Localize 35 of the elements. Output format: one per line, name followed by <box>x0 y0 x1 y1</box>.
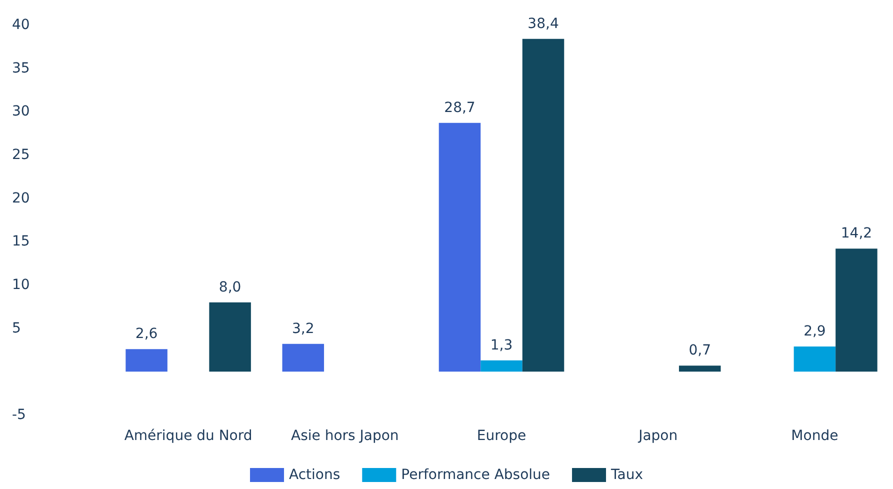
data-label: 14,2 <box>840 226 872 242</box>
data-label: 3,2 <box>292 320 314 337</box>
x-tick-label: Monde <box>791 428 838 444</box>
bar <box>282 344 324 372</box>
x-tick-label: Asie hors Japon <box>291 428 399 444</box>
data-label: 0,7 <box>688 342 711 359</box>
data-label: 38,4 <box>528 16 559 32</box>
y-tick-label: 5 <box>12 320 21 336</box>
y-tick-label: 25 <box>12 147 30 163</box>
data-label: 28,7 <box>444 100 476 116</box>
bar <box>438 122 481 372</box>
y-tick-label: 15 <box>12 234 30 250</box>
y-tick-label: 30 <box>12 104 30 120</box>
x-tick-label: Amérique du Nord <box>124 428 252 444</box>
legend-label: Actions <box>289 467 340 483</box>
legend-label: Taux <box>610 467 643 483</box>
y-tick-label: 10 <box>12 277 30 293</box>
data-label: 8,0 <box>218 279 242 296</box>
data-label: 2,6 <box>135 326 158 342</box>
data-label: 1,3 <box>490 337 513 354</box>
x-tick-label: Europe <box>476 428 526 444</box>
x-tick-label: Japon <box>638 428 678 444</box>
bar <box>836 248 878 372</box>
bar <box>522 38 564 372</box>
bar <box>126 349 168 372</box>
y-tick-label: 35 <box>12 60 30 76</box>
bar <box>794 346 836 372</box>
bar <box>678 366 721 372</box>
y-tick-label: -5 <box>12 407 26 423</box>
y-tick-label: 40 <box>12 17 30 33</box>
legend-label: Performance Absolue <box>401 467 550 483</box>
bar <box>209 302 251 372</box>
data-label: 2,9 <box>804 324 826 340</box>
bar <box>480 360 522 372</box>
y-tick-label: 20 <box>12 190 30 206</box>
